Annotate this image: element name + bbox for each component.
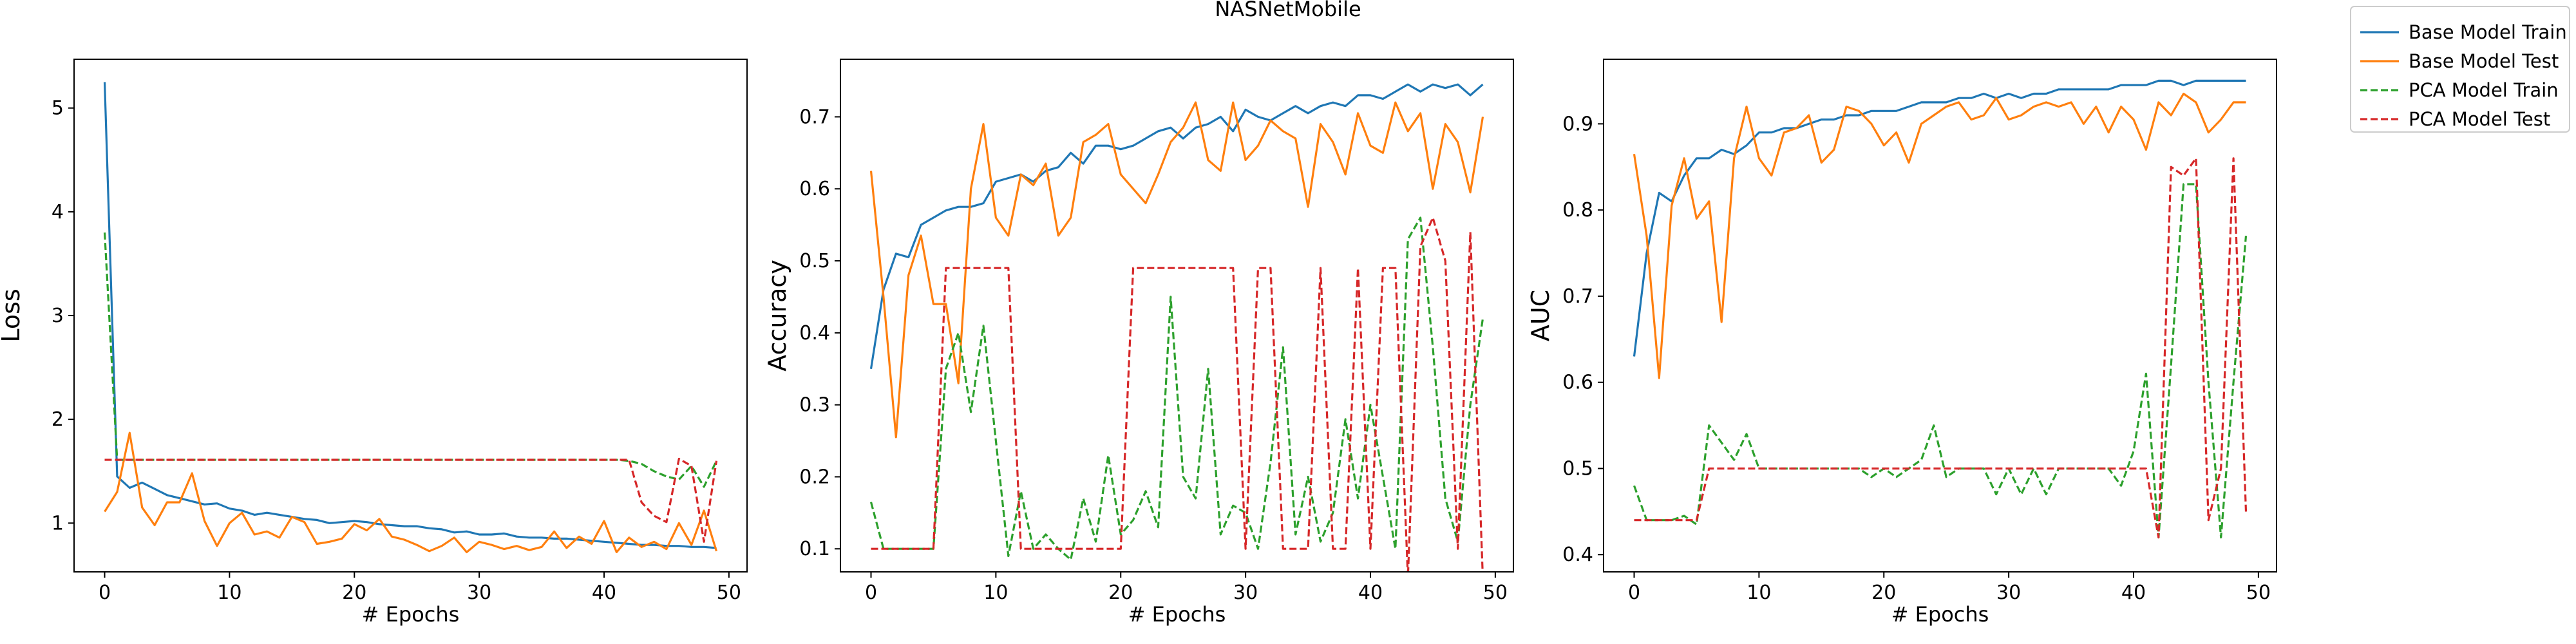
y-tick-label: 2 xyxy=(52,408,64,431)
series-lines xyxy=(103,82,718,554)
x-tick-label: 50 xyxy=(2246,582,2271,604)
y-axis-label: Loss xyxy=(0,289,25,342)
series-lines xyxy=(869,83,1484,572)
y-tick-label: 1 xyxy=(52,512,64,535)
x-tick-label: 0 xyxy=(1628,582,1640,604)
y-axis-label: AUC xyxy=(1526,290,1555,341)
legend-label: Base Model Test xyxy=(2409,50,2559,72)
x-tick-label: 30 xyxy=(1233,582,1258,604)
axes-frame xyxy=(73,59,748,573)
x-axis-label: # Epochs xyxy=(362,602,460,627)
y-tick-label: 0.7 xyxy=(1562,285,1593,308)
series-line-4 xyxy=(1634,157,2248,539)
y-tick-label: 0.7 xyxy=(799,106,830,128)
x-tick-label: 10 xyxy=(1747,582,1771,604)
y-tick-label: 0.2 xyxy=(799,466,830,488)
subplot-3: 0 10 20 30 40 50 0.4 0.5 0.6 0.7 0.8 0.9 # Epochs AUC xyxy=(1526,59,2277,627)
legend-label: PCA Model Test xyxy=(2409,108,2550,130)
axes-frame xyxy=(1603,59,2277,573)
x-tick-label: 10 xyxy=(217,582,242,604)
y-tick-label: 0.1 xyxy=(799,538,830,560)
series-line-1 xyxy=(869,83,1484,369)
x-tick-label: 50 xyxy=(1483,582,1508,604)
legend-label: Base Model Train xyxy=(2409,21,2567,43)
x-tick-label: 20 xyxy=(342,582,366,604)
subplot-2: 0 10 20 30 40 50 0.1 0.2 0.3 0.4 0.5 0.6 0.7 # Epochs… xyxy=(763,59,1514,627)
y-tick-label: 0.6 xyxy=(1562,372,1593,394)
y-tick-label: 0.5 xyxy=(1562,457,1593,480)
series-line-4 xyxy=(104,457,718,543)
y-tick-label: 0.5 xyxy=(799,250,830,272)
y-tick-label: 0.6 xyxy=(799,178,830,200)
axes-frame xyxy=(840,59,1514,573)
x-tick-label: 30 xyxy=(467,582,491,604)
y-tick-label: 3 xyxy=(52,305,64,327)
x-axis-label: # Epochs xyxy=(1128,602,1226,627)
legend-frame xyxy=(2350,6,2570,133)
y-axis-label: Accuracy xyxy=(763,260,791,372)
x-tick-label: 40 xyxy=(592,582,616,604)
figure-title: NASNetMobile xyxy=(1215,0,1361,21)
y-tick-label: 0.4 xyxy=(799,322,830,345)
series-line-2 xyxy=(104,431,718,554)
y-tick-label: 5 xyxy=(52,97,64,120)
x-tick-label: 20 xyxy=(1871,582,1896,604)
legend-label: PCA Model Train xyxy=(2409,79,2559,101)
x-tick-label: 40 xyxy=(2121,582,2146,604)
series-line-3 xyxy=(103,232,717,488)
series-line-1 xyxy=(103,82,717,549)
series-lines xyxy=(1633,79,2248,539)
x-tick-label: 50 xyxy=(717,582,741,604)
x-tick-label: 30 xyxy=(1996,582,2021,604)
series-line-3 xyxy=(1633,183,2248,539)
x-tick-label: 0 xyxy=(865,582,877,604)
x-tick-label: 0 xyxy=(99,582,111,604)
series-line-3 xyxy=(869,216,1484,561)
y-tick-label: 4 xyxy=(52,201,64,223)
y-tick-label: 0.9 xyxy=(1562,113,1593,135)
x-tick-label: 10 xyxy=(983,582,1008,604)
legend: Base Model Train Base Model Test PCA Model… xyxy=(2350,6,2570,133)
x-tick-label: 20 xyxy=(1108,582,1133,604)
y-tick-label: 0.8 xyxy=(1562,199,1593,222)
y-tick-label: 0.3 xyxy=(799,394,830,417)
series-line-2 xyxy=(869,101,1484,439)
series-line-2 xyxy=(1633,92,2246,379)
x-tick-label: 40 xyxy=(1358,582,1383,604)
x-axis-label: # Epochs xyxy=(1891,602,1989,627)
y-tick-label: 0.4 xyxy=(1562,544,1593,566)
subplot-1: 0 10 20 30 40 50 1 2 3 4 5 # Epochs Loss xyxy=(0,59,748,627)
